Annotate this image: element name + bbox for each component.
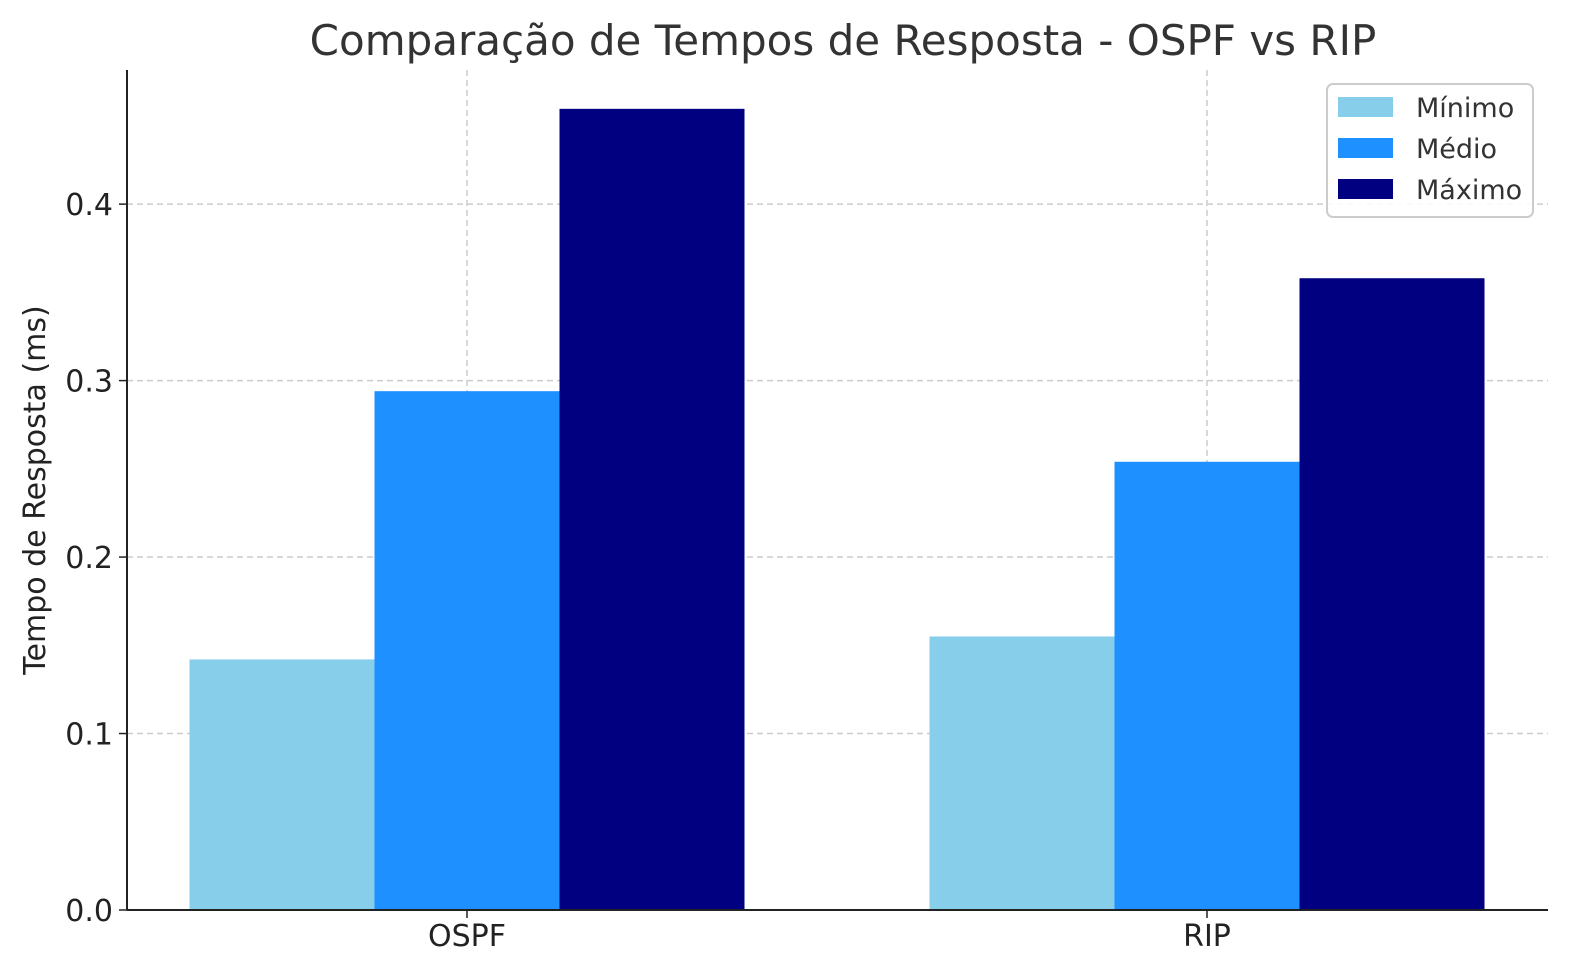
- legend-label: Mínimo: [1416, 93, 1514, 124]
- bar-ospf-3: [559, 108, 745, 910]
- bar-rip-1: [929, 636, 1115, 910]
- y-axis-label: Tempo de Resposta (ms): [18, 305, 53, 675]
- bar-rip-2: [1114, 461, 1300, 910]
- bars: [189, 108, 1485, 910]
- y-tick-label: 0.4: [65, 188, 113, 223]
- y-tick-label: 0.2: [65, 541, 113, 576]
- x-tick-label: OSPF: [428, 919, 506, 954]
- tick-labels: 0.0 0.1 0.2 0.3 0.4 OSPF RIP: [65, 188, 1231, 954]
- y-tick-label: 0.0: [65, 894, 113, 929]
- chart-title: Comparação de Tempos de Resposta - OSPF …: [310, 16, 1377, 65]
- legend-label: Máximo: [1416, 175, 1522, 206]
- y-tick-label: 0.3: [65, 365, 113, 400]
- y-tick-label: 0.1: [65, 718, 113, 753]
- x-tick-label: RIP: [1183, 919, 1231, 954]
- legend-swatch: [1338, 138, 1393, 158]
- bar-rip-3: [1299, 278, 1485, 910]
- legend-swatch: [1338, 179, 1393, 199]
- legend-swatch: [1338, 97, 1393, 117]
- legend-label: Médio: [1416, 134, 1497, 165]
- axes: [119, 70, 1548, 918]
- bar-ospf-2: [374, 391, 560, 910]
- bar-ospf-1: [189, 659, 375, 910]
- legend: Mínimo Médio Máximo: [1326, 83, 1534, 218]
